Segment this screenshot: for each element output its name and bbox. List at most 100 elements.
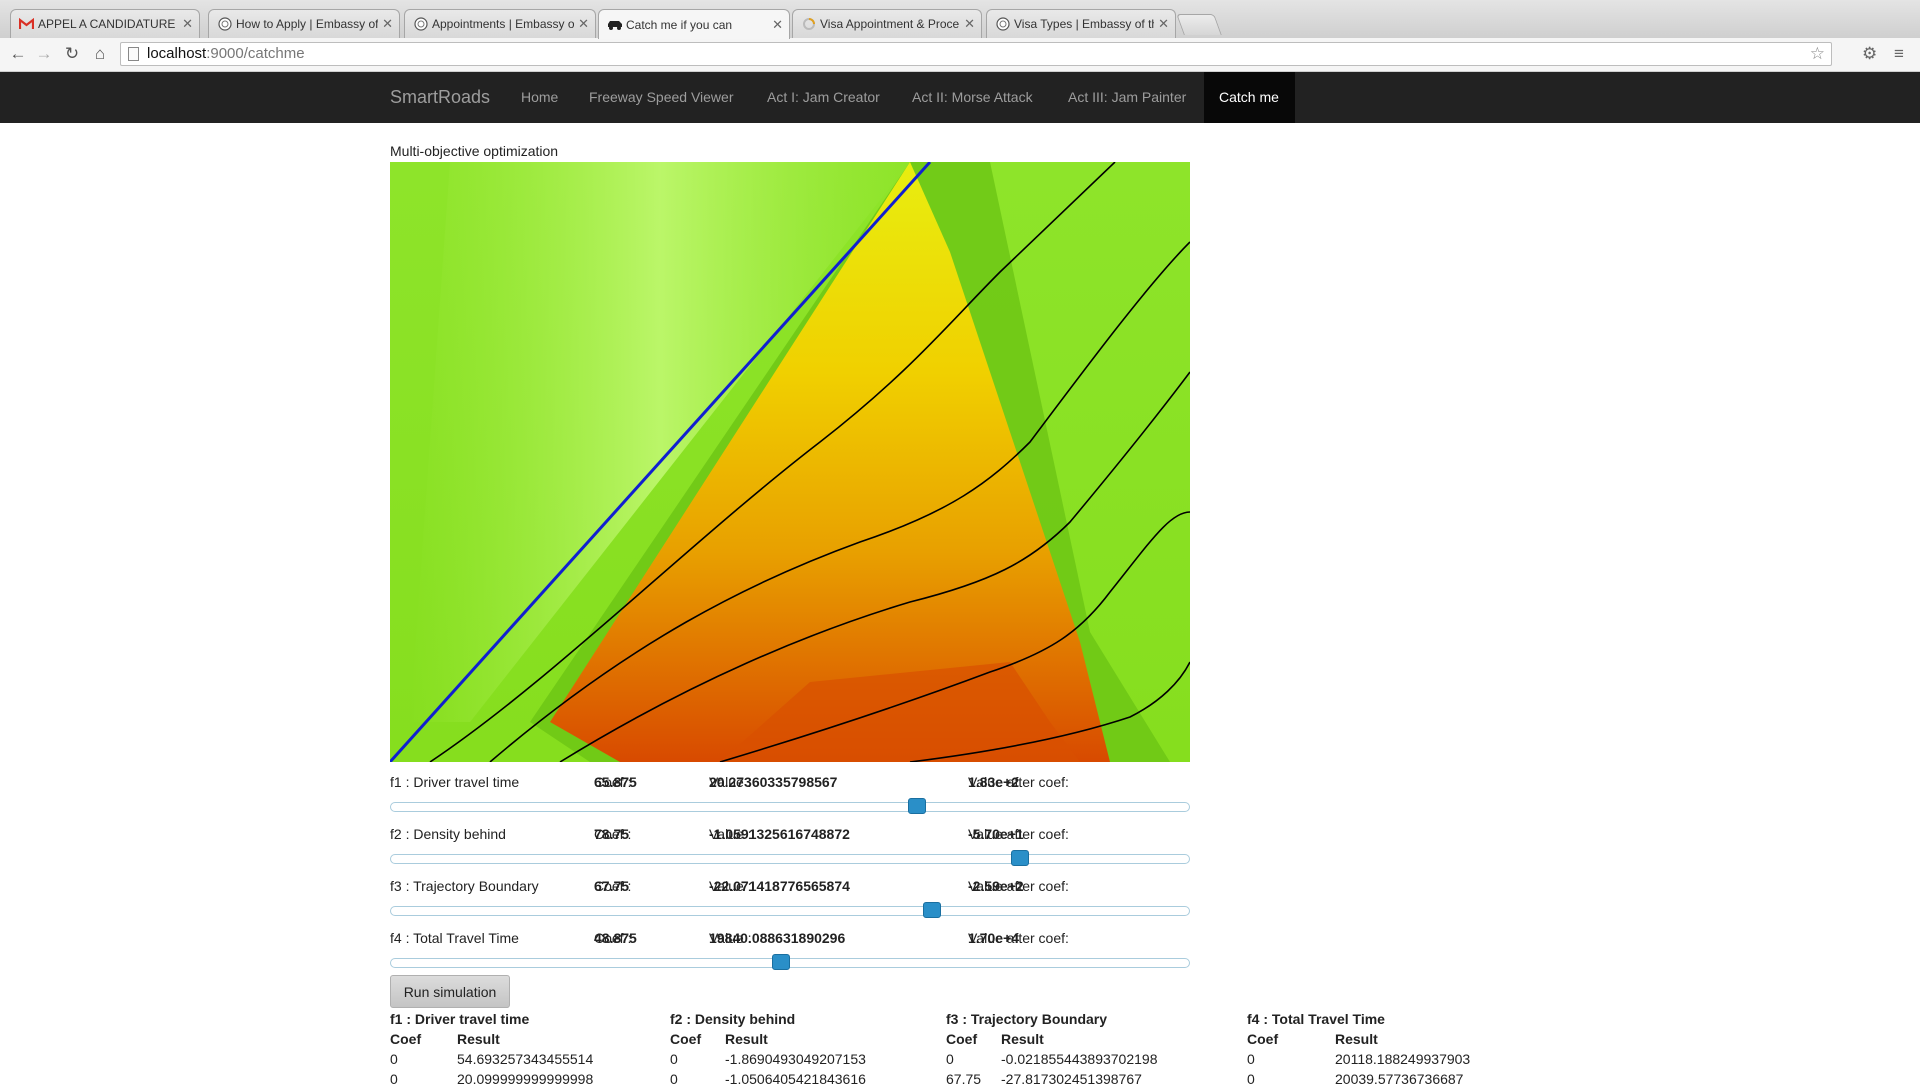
reload-icon[interactable]: ↻ (64, 44, 80, 63)
bookmark-star-icon[interactable]: ☆ (1809, 44, 1825, 63)
coef-label: Coef : (594, 774, 632, 790)
browser-tab-active[interactable]: Catch me if you can ✕ (598, 9, 790, 39)
table-cell: -1.8690493049207153 (725, 1051, 866, 1067)
browser-tab-strip: APPEL A CANDIDATURE : M ✕ How to Apply |… (0, 0, 1920, 39)
close-icon[interactable]: ✕ (382, 16, 393, 31)
speed-heatmap (390, 162, 1190, 762)
browser-tab-1[interactable]: APPEL A CANDIDATURE : M ✕ (10, 9, 200, 38)
close-icon[interactable]: ✕ (182, 16, 193, 31)
car-icon (607, 17, 622, 32)
browser-tab-5[interactable]: Visa Appointment & Proce ✕ (792, 9, 982, 38)
col-header-result: Result (1335, 1031, 1378, 1047)
col-header-result: Result (1001, 1031, 1044, 1047)
tab-title: How to Apply | Embassy of (236, 17, 379, 31)
table-cell: 0 (1247, 1071, 1255, 1087)
page-icon (128, 47, 139, 61)
table-cell: 54.693257343455514 (457, 1051, 594, 1067)
objective-name: f2 : Density behind (390, 826, 506, 842)
table-cell: 20118.188249937903 (1335, 1051, 1471, 1067)
coef-slider-f4[interactable] (390, 954, 1190, 970)
browser-tab-3[interactable]: Appointments | Embassy o ✕ (404, 9, 596, 38)
heatmap-trajectories (390, 162, 1190, 762)
vehicle-trajectory-line (909, 661, 1190, 762)
results-title: f3 : Trajectory Boundary (946, 1011, 1108, 1027)
col-header-result: Result (725, 1031, 768, 1047)
objective-row-f4: f4 : Total Travel Time Coef : 48.875 Val… (390, 930, 1390, 948)
coef-value: 65.875 (594, 774, 637, 790)
close-icon[interactable]: ✕ (964, 16, 975, 31)
forward-arrow-icon[interactable]: → (35, 44, 53, 63)
loading-icon (801, 17, 816, 32)
close-icon[interactable]: ✕ (1158, 16, 1169, 31)
driver-trajectory-line (390, 162, 932, 762)
nav-jam-painter[interactable]: Act III: Jam Painter (1068, 89, 1187, 105)
after-coef-label: Value after coef: (968, 826, 1069, 842)
tab-title: Catch me if you can (626, 17, 733, 32)
table-cell: 0 (1247, 1051, 1255, 1067)
table-cell: 0 (670, 1071, 678, 1087)
nav-home[interactable]: Home (521, 89, 559, 105)
vehicle-trajectory-line (719, 511, 1190, 762)
back-arrow-icon[interactable]: ← (9, 44, 27, 63)
objective-name: f3 : Trajectory Boundary (390, 878, 539, 894)
tab-title: Visa Types | Embassy of th (1014, 17, 1155, 31)
browser-toolbar: ← → ↻ ⌂ localhost:9000/catchme ☆ ⚙ ≡ (0, 38, 1920, 72)
coef-value: 78.75 (594, 826, 630, 842)
jam-region (550, 162, 1110, 762)
nav-catch-me[interactable]: Catch me (1204, 72, 1295, 123)
embassy-seal-icon (413, 17, 428, 32)
value-value: 20.27360335798567 (709, 774, 838, 790)
slider-handle[interactable] (772, 954, 791, 970)
run-simulation-button[interactable]: Run simulation (390, 975, 510, 1008)
col-header-result: Result (457, 1031, 500, 1047)
extension-icon[interactable]: ⚙ (1862, 44, 1878, 63)
after-coef-value: 1.70e+4 (968, 930, 1019, 946)
close-icon[interactable]: ✕ (772, 16, 783, 32)
app-navbar: SmartRoads Home Freeway Speed Viewer Act… (0, 72, 1920, 123)
col-header-coef: Coef (390, 1031, 422, 1047)
brand-logo[interactable]: SmartRoads (390, 87, 491, 107)
objective-row-f2: f2 : Density behind Coef : 78.75 Value :… (390, 826, 1390, 844)
coef-slider-f2[interactable] (390, 850, 1190, 866)
home-icon[interactable]: ⌂ (94, 44, 106, 63)
after-coef-value: -5.70e+1 (968, 826, 1024, 842)
vehicle-trajectory-line (559, 371, 1190, 762)
slider-handle[interactable] (907, 798, 926, 814)
vehicle-trajectory-line (489, 241, 1190, 762)
nav-jam-creator[interactable]: Act I: Jam Creator (767, 89, 880, 105)
address-bar[interactable]: localhost:9000/catchme ☆ (120, 42, 1832, 66)
after-coef-label: Value after coef: (968, 930, 1069, 946)
col-header-coef: Coef (946, 1031, 978, 1047)
jam-core (720, 662, 1080, 762)
browser-tab-2[interactable]: How to Apply | Embassy of ✕ (208, 9, 400, 38)
coef-label: Coef : (594, 878, 632, 894)
table-cell: -0.021855443893702198 (1001, 1051, 1158, 1067)
slider-handle[interactable] (923, 902, 942, 918)
coef-slider-f3[interactable] (390, 902, 1190, 918)
nav-freeway-speed-viewer[interactable]: Freeway Speed Viewer (589, 89, 734, 105)
browser-tab-6[interactable]: Visa Types | Embassy of th ✕ (986, 9, 1176, 38)
table-cell: 0 (390, 1051, 398, 1067)
after-coef-label: Value after coef: (968, 774, 1069, 790)
nav-morse-attack[interactable]: Act II: Morse Attack (912, 89, 1033, 105)
coef-slider-f1[interactable] (390, 798, 1190, 814)
embassy-seal-icon (995, 17, 1010, 32)
slider-handle[interactable] (1010, 850, 1029, 866)
value-label: Value : (709, 930, 752, 946)
new-tab-button[interactable] (1176, 14, 1222, 35)
table-cell: 20.099999999999998 (457, 1071, 594, 1087)
objective-row-f3: f3 : Trajectory Boundary Coef : 67.75 Va… (390, 878, 1390, 896)
close-icon[interactable]: ✕ (578, 16, 589, 31)
menu-icon[interactable]: ≡ (1894, 44, 1904, 63)
coef-label: Coef : (594, 930, 632, 946)
table-cell: 0 (946, 1051, 954, 1067)
objective-name: f4 : Total Travel Time (390, 930, 519, 946)
table-cell: -1.0506405421843616 (725, 1071, 866, 1087)
after-coef-label: Value after coef: (968, 878, 1069, 894)
value-label: Value : (709, 878, 752, 894)
after-coef-value: 1.83e+2 (968, 774, 1019, 790)
results-title: f1 : Driver travel time (390, 1011, 530, 1027)
results-title: f4 : Total Travel Time (1247, 1011, 1385, 1027)
url-host: localhost (147, 45, 207, 62)
coef-value: 48.875 (594, 930, 637, 946)
